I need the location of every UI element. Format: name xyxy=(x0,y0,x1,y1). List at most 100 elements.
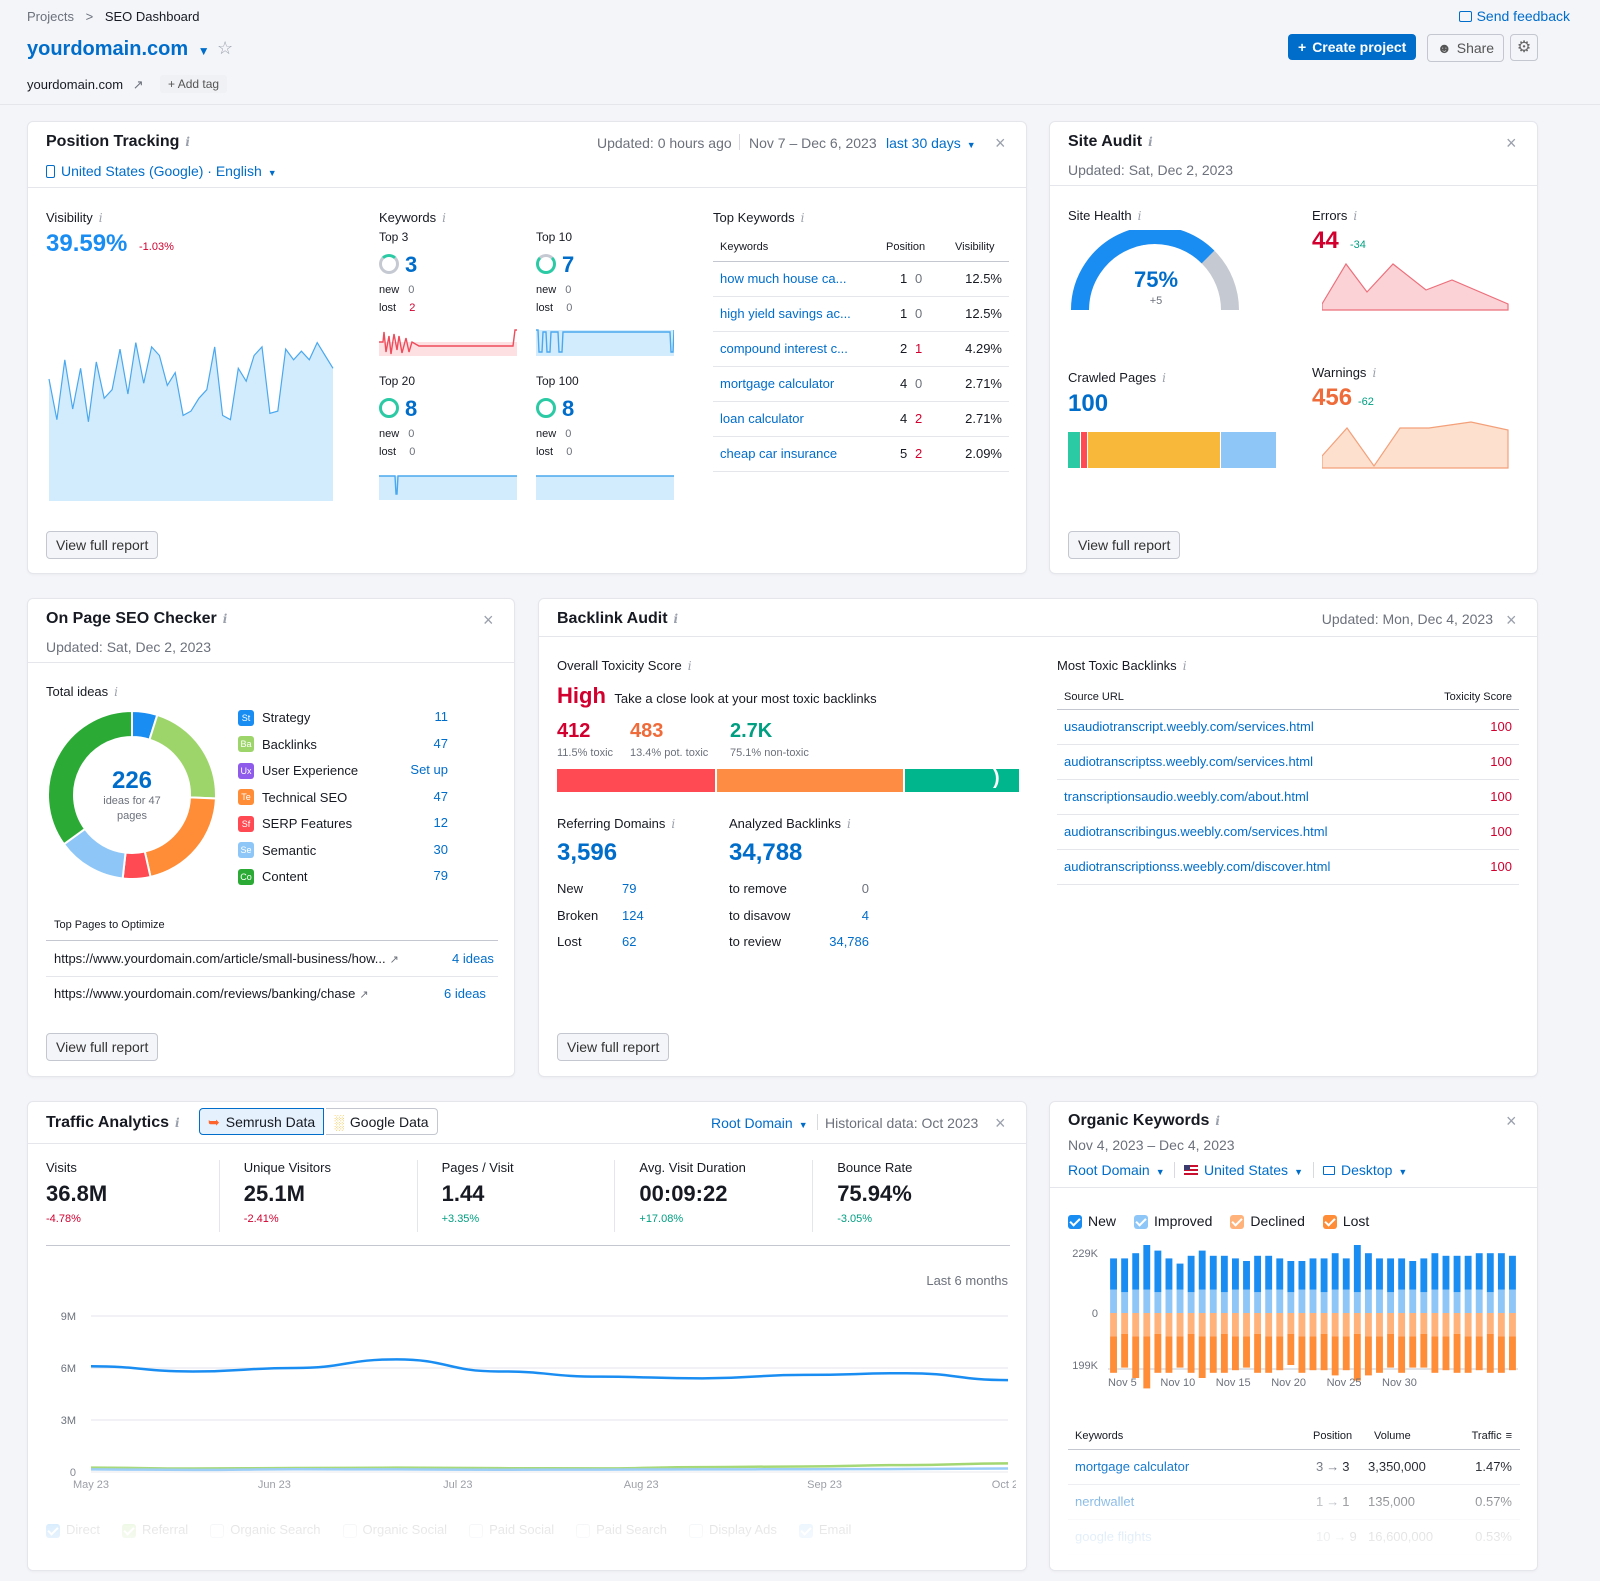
bar-lost xyxy=(1265,1336,1273,1373)
row-value[interactable]: 0 xyxy=(861,881,869,896)
bar-new xyxy=(1442,1255,1450,1290)
info-icon[interactable]: i xyxy=(673,612,679,626)
bar-declined xyxy=(1165,1313,1173,1337)
location-selector[interactable]: United States (Google) · English ▼ xyxy=(46,163,277,179)
close-icon[interactable]: × xyxy=(1506,610,1517,630)
idea-category-row[interactable]: Te Technical SEO 47 xyxy=(238,789,448,816)
idea-category-row[interactable]: St Strategy 11 xyxy=(238,709,448,736)
visibility-value: 4.29% xyxy=(965,341,1002,356)
row-value[interactable]: 34,786 xyxy=(829,934,869,949)
legend-item[interactable]: Improved xyxy=(1134,1213,1212,1230)
site-health-delta: +5 xyxy=(1149,295,1163,307)
row-value[interactable]: 4 xyxy=(861,907,869,923)
info-icon[interactable]: i xyxy=(222,612,228,626)
bar-new xyxy=(1165,1258,1173,1290)
info-icon[interactable]: i xyxy=(175,1116,180,1130)
col-traffic[interactable]: Traffic ≡ xyxy=(1471,1430,1512,1442)
row-value[interactable]: 124 xyxy=(622,907,644,923)
send-feedback-link[interactable]: Send feedback xyxy=(1458,8,1570,24)
idea-category-row[interactable]: Ux User Experience Set up xyxy=(238,762,448,789)
ideas-donut-chart xyxy=(47,709,217,880)
keyword-link[interactable]: compound interest c... xyxy=(720,341,848,356)
source-url-link[interactable]: audiotranscriptss.weebly.com/services.ht… xyxy=(1064,754,1314,769)
category-count[interactable]: Set up xyxy=(410,762,448,777)
page-ideas-link[interactable]: 4 ideas xyxy=(452,951,494,966)
close-icon[interactable]: × xyxy=(483,610,494,630)
tab-semrush-data[interactable]: ➥ Semrush Data xyxy=(199,1108,325,1135)
category-count[interactable]: 11 xyxy=(434,709,449,724)
row-value[interactable]: 79 xyxy=(622,881,637,896)
info-icon[interactable]: i xyxy=(1148,135,1153,149)
info-icon[interactable]: i xyxy=(1215,1114,1220,1128)
source-url-link[interactable]: audiotranscribingus.weebly.com/services.… xyxy=(1064,824,1328,839)
category-count[interactable]: 47 xyxy=(433,788,448,804)
category-count[interactable]: 12 xyxy=(433,815,448,830)
settings-button[interactable]: ⚙ xyxy=(1510,34,1538,61)
idea-category-row[interactable]: Co Content 79 xyxy=(238,868,448,895)
position-change: 2 xyxy=(915,446,923,461)
external-link-icon[interactable]: ↗ xyxy=(359,989,369,1001)
source-url-link[interactable]: audiotranscriptionss.weebly.com/discover… xyxy=(1064,859,1331,874)
root-domain-selector[interactable]: Root Domain ▼ xyxy=(711,1115,808,1131)
device-selector[interactable]: Desktop ▼ xyxy=(1323,1162,1407,1178)
project-domain-selector[interactable]: yourdomain.com ▼ xyxy=(27,38,210,61)
toxicity-stat-potentially-toxic: 483 13.4% pot. toxic xyxy=(630,720,709,759)
country-selector[interactable]: United States ▼ xyxy=(1184,1162,1303,1178)
category-count[interactable]: 79 xyxy=(433,868,448,883)
legend-item[interactable]: Declined xyxy=(1230,1213,1305,1230)
legend-item[interactable]: Lost xyxy=(1322,1213,1369,1230)
info-icon[interactable]: i xyxy=(185,135,190,149)
add-tag-button[interactable]: + Add tag xyxy=(160,75,228,93)
page-ideas-link[interactable]: 6 ideas xyxy=(444,986,486,1001)
view-full-report-button[interactable]: View full report xyxy=(46,1033,159,1061)
create-project-button[interactable]: + Create project xyxy=(1288,34,1417,60)
keyword-link[interactable]: how much house ca... xyxy=(720,271,847,286)
keyword-link[interactable]: mortgage calculator xyxy=(720,376,835,391)
view-full-report-button[interactable]: View full report xyxy=(1068,531,1181,559)
bar-declined xyxy=(1464,1313,1472,1337)
toxicity-level: High xyxy=(557,683,606,708)
close-icon[interactable]: × xyxy=(1506,1111,1517,1131)
metric-1: Unique Visitors 25.1M -2.41% xyxy=(218,1160,417,1232)
share-button[interactable]: ☻ Share xyxy=(1427,34,1505,62)
idea-category-row[interactable]: Se Semantic 30 xyxy=(238,842,448,869)
keyword-link[interactable]: cheap car insurance xyxy=(720,446,838,461)
category-count[interactable]: 30 xyxy=(433,841,448,857)
close-icon[interactable]: × xyxy=(1506,133,1517,153)
external-link-icon[interactable]: ↗ xyxy=(389,954,399,966)
bar-lost xyxy=(1287,1333,1295,1365)
keyword-link[interactable]: high yield savings ac... xyxy=(720,306,851,321)
close-icon[interactable]: × xyxy=(995,133,1006,153)
root-domain-selector[interactable]: Root Domain ▼ xyxy=(1068,1162,1165,1178)
bar-improved xyxy=(1486,1292,1494,1313)
tab-google-data[interactable]: ░ Google Data xyxy=(326,1108,438,1135)
visibility-line xyxy=(48,341,334,422)
source-url-link[interactable]: transcriptionsaudio.weebly.com/about.htm… xyxy=(1064,789,1309,804)
bar-improved xyxy=(1376,1289,1383,1313)
bar-improved xyxy=(1187,1292,1195,1313)
legend-item[interactable]: New xyxy=(1068,1213,1116,1230)
favorite-star-icon[interactable]: ☆ xyxy=(217,38,234,58)
metric-0: Visits 36.8M -4.78% xyxy=(46,1160,219,1232)
category-count[interactable]: 47 xyxy=(433,735,448,751)
domain-link[interactable]: yourdomain.com ↗ xyxy=(27,77,144,93)
close-icon[interactable]: × xyxy=(995,1113,1006,1133)
page-url[interactable]: https://www.yourdomain.com/reviews/banki… xyxy=(54,986,356,1001)
keyword-link[interactable]: loan calculator xyxy=(720,411,804,426)
metric-delta: -4.78% xyxy=(46,1213,81,1225)
period-selector[interactable]: last 30 days ▼ xyxy=(886,135,976,151)
bar-declined xyxy=(1497,1313,1505,1337)
page-url[interactable]: https://www.yourdomain.com/article/small… xyxy=(54,951,386,966)
idea-category-row[interactable]: Ba Backlinks 47 xyxy=(238,736,448,763)
keywords-label: Keywords i xyxy=(379,210,446,225)
bar-new xyxy=(1254,1255,1262,1293)
source-url-link[interactable]: usaudiotranscript.weebly.com/services.ht… xyxy=(1064,719,1314,734)
idea-category-row[interactable]: Sf SERP Features 12 xyxy=(238,815,448,842)
bar-new xyxy=(1453,1255,1461,1293)
row-value[interactable]: 62 xyxy=(622,934,637,949)
view-full-report-button[interactable]: View full report xyxy=(46,531,159,559)
view-full-report-button[interactable]: View full report xyxy=(557,1033,670,1061)
on-page-seo-checker-card: On Page SEO Checker i × Updated: Sat, Dec… xyxy=(27,598,515,1077)
top100-sparkline xyxy=(536,475,674,500)
breadcrumb-projects[interactable]: Projects xyxy=(27,9,74,24)
